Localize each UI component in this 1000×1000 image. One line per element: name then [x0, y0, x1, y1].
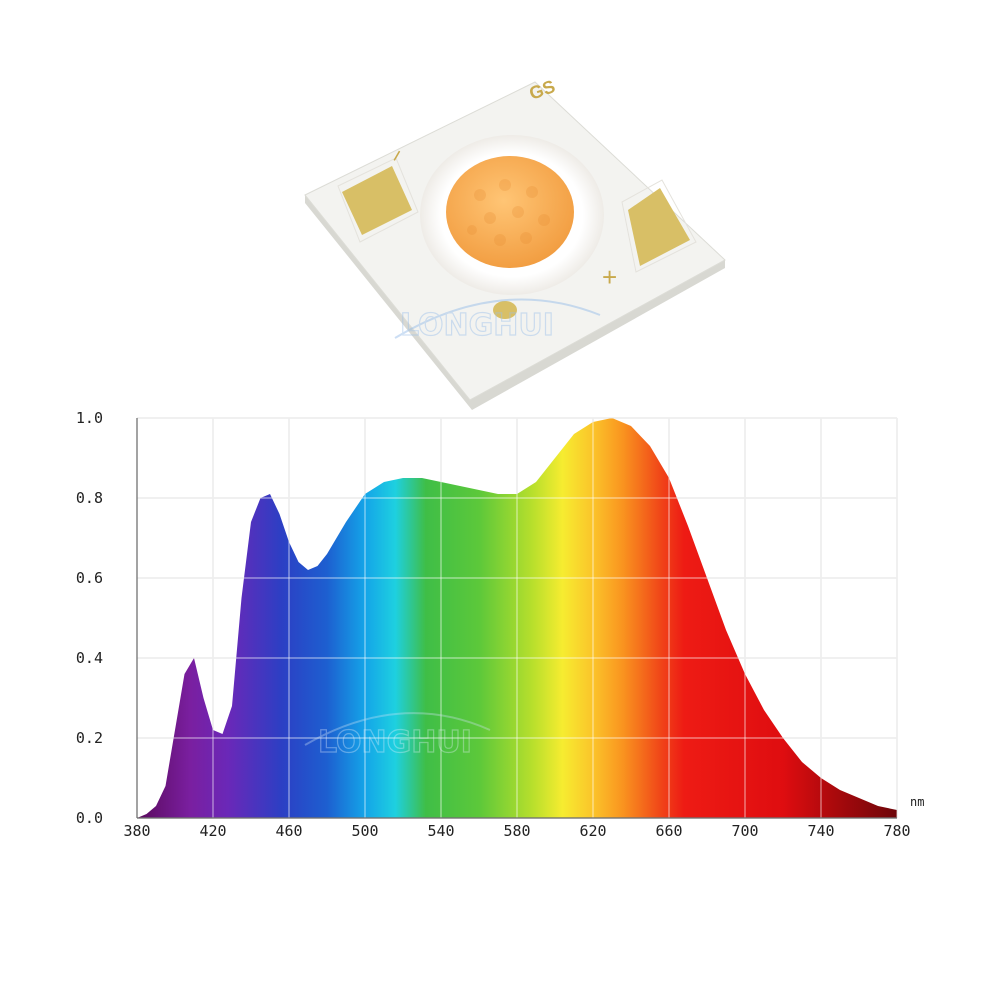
y-tick-labels: 0.0 0.2 0.4 0.6 0.8 1.0: [76, 409, 103, 827]
y-tick-label: 0.2: [76, 729, 103, 747]
x-tick-label: 620: [579, 822, 606, 840]
emitter-texture: [467, 179, 550, 246]
axes: [136, 418, 897, 819]
x-tick-label: 660: [655, 822, 682, 840]
x-tick-label: 380: [123, 822, 150, 840]
watermark-text-chart: LONGHUI: [318, 725, 472, 760]
x-tick-label: 780: [883, 822, 910, 840]
x-tick-label: 700: [731, 822, 758, 840]
x-tick-label: 580: [503, 822, 530, 840]
x-tick-label: 460: [275, 822, 302, 840]
polarity-dot: [493, 301, 517, 319]
watermark-logo-chart: LONGHUI: [304, 712, 491, 761]
watermark-text: LONGHUI: [400, 308, 554, 343]
y-tick-label: 0.8: [76, 489, 103, 507]
pad-recess-right: [621, 179, 697, 273]
x-tick-labels: 380 420 460 500 540 580 620 660 700 740 780: [123, 822, 910, 840]
x-tick-label: 740: [807, 822, 834, 840]
y-tick-label: 1.0: [76, 409, 103, 427]
negative-pad: [342, 166, 412, 235]
y-tick-label: 0.4: [76, 649, 103, 667]
chip-substrate-side: [305, 195, 725, 410]
x-tick-label: 540: [427, 822, 454, 840]
pad-recess-left: [337, 157, 419, 243]
positive-symbol: +: [602, 262, 617, 292]
led-cob-chip-image: GS − + LONGHUI: [304, 76, 726, 410]
x-axis-unit-label: nm: [910, 795, 924, 809]
watermark-logo: LONGHUI: [394, 298, 601, 344]
positive-pad: [628, 188, 690, 266]
y-tick-label: 0.6: [76, 569, 103, 587]
phosphor-emitter: [446, 156, 574, 268]
y-tick-label: 0.0: [76, 809, 103, 827]
x-tick-label: 420: [199, 822, 226, 840]
x-tick-label: 500: [351, 822, 378, 840]
